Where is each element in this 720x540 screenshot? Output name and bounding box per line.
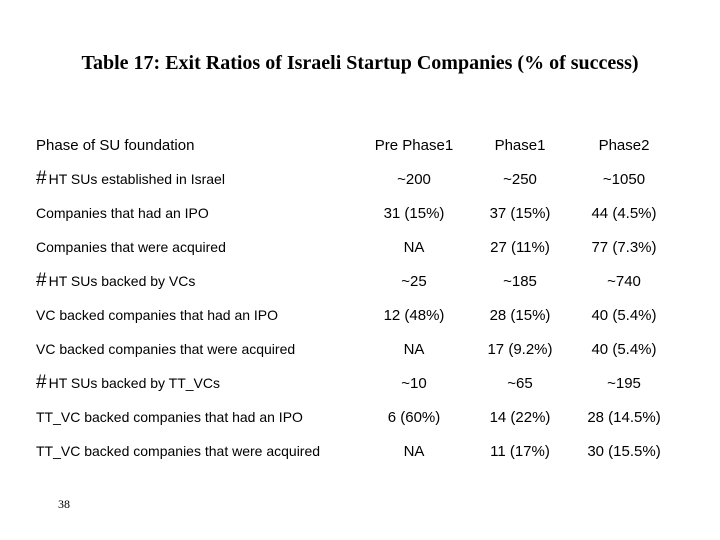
row-label-text: HT SUs backed by TT_VCs bbox=[48, 375, 221, 391]
cell-phase2: ~1050 bbox=[602, 170, 646, 188]
table-header-row: Phase of SU foundation Pre Phase1 Phase1… bbox=[36, 128, 674, 162]
table-row: Companies that had an IPO 31 (15%) 37 (1… bbox=[36, 196, 674, 230]
cell-phase1: 17 (9.2%) bbox=[487, 340, 553, 358]
table-row: TT_VC backed companies that were acquire… bbox=[36, 434, 674, 468]
header-phase-label: Phase of SU foundation bbox=[36, 136, 195, 154]
table-row: # HT SUs established in Israel ~200 ~250 … bbox=[36, 162, 674, 196]
cell-pre-phase1: ~10 bbox=[401, 374, 427, 392]
header-phase1: Phase1 bbox=[494, 136, 546, 154]
row-label: VC backed companies that were acquired bbox=[36, 332, 362, 366]
row-label: VC backed companies that had an IPO bbox=[36, 298, 362, 332]
hash-symbol: # bbox=[36, 168, 47, 189]
row-label-text: Companies that were acquired bbox=[36, 239, 226, 255]
row-label-text: HT SUs established in Israel bbox=[48, 171, 225, 187]
cell-phase2: 40 (5.4%) bbox=[591, 340, 657, 358]
header-pre-phase1: Pre Phase1 bbox=[374, 136, 454, 154]
cell-phase2: 40 (5.4%) bbox=[591, 306, 657, 324]
page-number: 38 bbox=[58, 497, 70, 511]
cell-phase2: 28 (14.5%) bbox=[587, 408, 661, 426]
table-row: VC backed companies that had an IPO 12 (… bbox=[36, 298, 674, 332]
exit-ratios-table: Phase of SU foundation Pre Phase1 Phase1… bbox=[36, 128, 674, 468]
table-row: Companies that were acquired NA 27 (11%)… bbox=[36, 230, 674, 264]
cell-pre-phase1: 12 (48%) bbox=[383, 306, 445, 324]
cell-phase2: 30 (15.5%) bbox=[587, 442, 661, 460]
hash-symbol: # bbox=[36, 372, 47, 393]
cell-pre-phase1: 31 (15%) bbox=[383, 204, 445, 222]
cell-phase1: 37 (15%) bbox=[489, 204, 551, 222]
cell-phase1: 14 (22%) bbox=[489, 408, 551, 426]
table-row: VC backed companies that were acquired N… bbox=[36, 332, 674, 366]
cell-pre-phase1: ~200 bbox=[397, 170, 431, 188]
hash-symbol: # bbox=[36, 270, 47, 291]
table-row: # HT SUs backed by VCs ~25 ~185 ~740 bbox=[36, 264, 674, 298]
row-label-text: TT_VC backed companies that had an IPO bbox=[36, 409, 303, 425]
cell-pre-phase1: NA bbox=[403, 442, 425, 460]
row-label: # HT SUs backed by TT_VCs bbox=[36, 366, 362, 400]
table-title: Table 17: Exit Ratios of Israeli Startup… bbox=[81, 52, 639, 74]
cell-pre-phase1: 6 (60%) bbox=[387, 408, 441, 426]
row-label-text: HT SUs backed by VCs bbox=[48, 273, 196, 289]
cell-phase1: ~250 bbox=[503, 170, 537, 188]
cell-phase1: 28 (15%) bbox=[489, 306, 551, 324]
row-label: # HT SUs backed by VCs bbox=[36, 264, 362, 298]
row-label-text: Companies that had an IPO bbox=[36, 205, 209, 221]
row-label: TT_VC backed companies that were acquire… bbox=[36, 434, 362, 468]
cell-phase1: ~185 bbox=[503, 272, 537, 290]
row-label-text: TT_VC backed companies that were acquire… bbox=[36, 443, 321, 459]
cell-phase1: 11 (17%) bbox=[490, 442, 550, 460]
row-label: TT_VC backed companies that had an IPO bbox=[36, 400, 362, 434]
cell-pre-phase1: ~25 bbox=[401, 272, 427, 290]
cell-phase2: 77 (7.3%) bbox=[591, 238, 657, 256]
table-row: TT_VC backed companies that had an IPO 6… bbox=[36, 400, 674, 434]
row-label-text: VC backed companies that had an IPO bbox=[36, 307, 279, 323]
table-row: # HT SUs backed by TT_VCs ~10 ~65 ~195 bbox=[36, 366, 674, 400]
cell-phase1: 27 (11%) bbox=[490, 238, 550, 256]
row-label: Companies that had an IPO bbox=[36, 196, 362, 230]
cell-phase2: 44 (4.5%) bbox=[591, 204, 657, 222]
cell-pre-phase1: NA bbox=[403, 238, 425, 256]
cell-pre-phase1: NA bbox=[403, 340, 425, 358]
row-label-text: VC backed companies that were acquired bbox=[36, 341, 296, 357]
cell-phase2: ~195 bbox=[607, 374, 641, 392]
row-label: # HT SUs established in Israel bbox=[36, 162, 362, 196]
cell-phase2: ~740 bbox=[607, 272, 641, 290]
header-phase2: Phase2 bbox=[598, 136, 650, 154]
row-label: Companies that were acquired bbox=[36, 230, 362, 264]
cell-phase1: ~65 bbox=[507, 374, 533, 392]
